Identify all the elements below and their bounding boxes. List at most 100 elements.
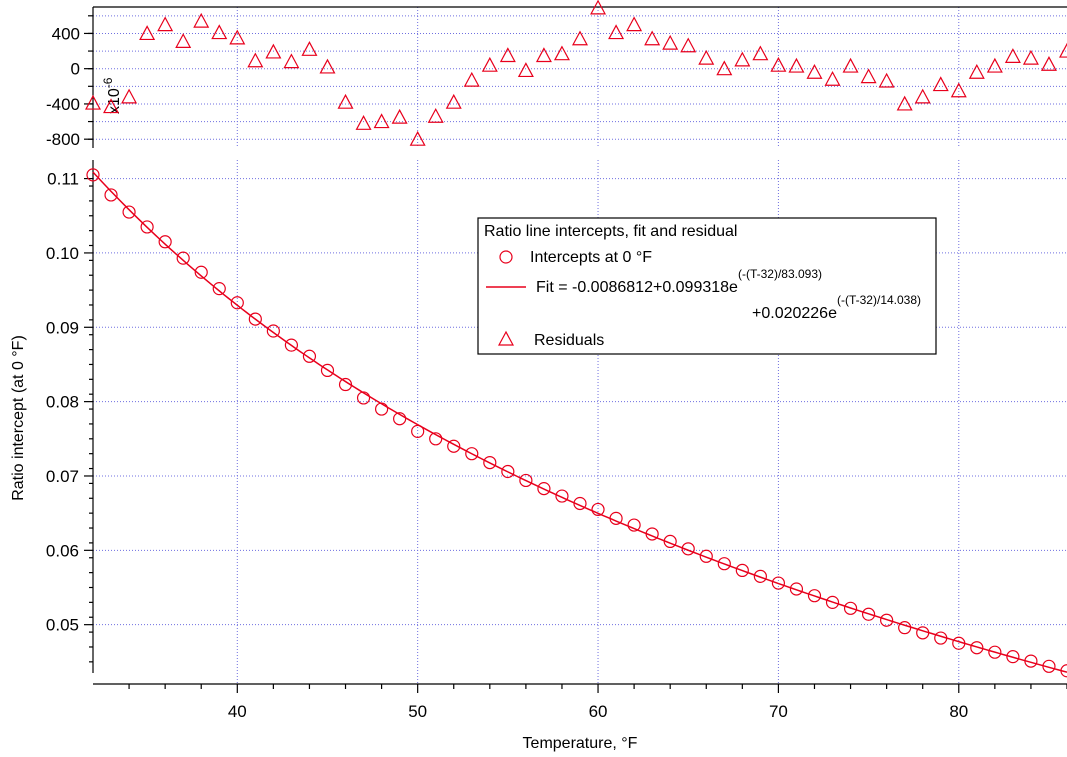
residual-y-ticks: 400 0 -400 -800 xyxy=(46,15,93,149)
intercept-point xyxy=(807,589,822,603)
residual-point xyxy=(608,24,625,40)
main-y-tick-label: 0.11 xyxy=(47,170,79,189)
residual-point xyxy=(698,49,715,65)
intercept-point xyxy=(374,402,389,416)
residual-panel: 400 0 -400 -800 x10-6 xyxy=(46,0,1067,149)
intercept-point xyxy=(140,220,154,234)
intercept-point xyxy=(537,482,551,496)
intercept-point xyxy=(1006,650,1020,664)
residual-point xyxy=(914,88,931,104)
residual-point xyxy=(193,12,210,28)
intercept-point xyxy=(681,542,695,556)
legend-intercepts-label: Intercepts at 0 °F xyxy=(530,249,652,266)
intercept-point xyxy=(609,511,623,525)
main-x-tick-label: 60 xyxy=(589,702,608,721)
intercept-point xyxy=(1060,664,1067,678)
residual-point xyxy=(662,34,679,50)
residual-point xyxy=(716,60,733,76)
residual-point xyxy=(860,68,877,84)
intercept-point xyxy=(104,188,118,202)
x-axis-title: Temperature, °F xyxy=(523,735,638,752)
legend-fit-exponent1: (-(T-32)/83.093) xyxy=(738,267,822,281)
intercept-point xyxy=(501,464,515,479)
main-x-tick-label: 70 xyxy=(769,702,788,721)
intercept-point xyxy=(230,296,244,310)
intercept-point xyxy=(753,569,767,583)
residual-point xyxy=(878,72,895,88)
residual-point xyxy=(175,33,192,48)
intercept-point xyxy=(447,439,461,453)
residual-points xyxy=(84,0,1067,146)
residual-point xyxy=(84,94,102,110)
residual-point xyxy=(157,16,174,32)
intercept-point xyxy=(356,391,371,405)
intercept-point xyxy=(158,235,172,249)
main-x-ticks: 40 50 60 70 80 xyxy=(128,684,1067,721)
intercept-point xyxy=(898,621,912,635)
residual-point xyxy=(824,70,841,86)
intercept-point xyxy=(266,324,280,338)
residual-point xyxy=(319,58,336,74)
residual-point xyxy=(752,45,769,61)
residual-point xyxy=(265,43,282,59)
residual-point xyxy=(896,95,913,111)
intercept-point xyxy=(916,626,930,640)
legend-residuals-label: Residuals xyxy=(534,332,604,349)
intercept-point xyxy=(86,168,100,182)
intercept-point xyxy=(627,518,641,532)
intercept-point xyxy=(934,631,948,645)
residual-point xyxy=(517,62,534,78)
residual-point xyxy=(806,63,823,79)
intercept-point xyxy=(411,424,425,438)
residual-point xyxy=(139,25,156,41)
residual-point xyxy=(770,56,787,72)
intercept-point xyxy=(393,412,407,426)
residual-point xyxy=(427,108,444,123)
intercept-point xyxy=(212,282,226,296)
intercept-point xyxy=(771,576,786,590)
residual-point xyxy=(229,29,246,45)
intercept-point xyxy=(465,447,479,461)
intercept-point xyxy=(717,557,731,571)
intercept-point xyxy=(519,473,533,488)
residual-point xyxy=(301,41,318,56)
residual-gridlines xyxy=(93,7,1067,148)
intercept-point xyxy=(663,534,677,549)
main-x-tick-label: 50 xyxy=(408,702,427,721)
legend-box xyxy=(477,217,937,355)
intercept-point xyxy=(825,595,840,609)
intercept-point xyxy=(988,645,1002,659)
residual-point xyxy=(932,76,949,92)
intercept-point xyxy=(735,563,749,578)
residual-point xyxy=(481,56,498,72)
intercept-point xyxy=(1042,659,1056,673)
intercept-point xyxy=(122,205,136,219)
intercept-point xyxy=(880,613,894,627)
main-y-tick-label: 0.10 xyxy=(46,244,79,263)
main-y-tick-label: 0.06 xyxy=(46,541,79,560)
residual-point xyxy=(1004,48,1021,63)
intercept-point xyxy=(429,432,443,446)
main-y-tick-label: 0.07 xyxy=(46,467,79,486)
residual-point xyxy=(355,115,372,130)
residual-multiplier-label: x10-6 xyxy=(101,77,123,114)
residual-point xyxy=(337,93,354,109)
residual-point xyxy=(1040,56,1057,71)
intercept-point xyxy=(302,349,317,363)
intercept-point xyxy=(591,502,605,517)
legend-fit-formula-part1: Fit = -0.0086812+0.099318e xyxy=(536,279,738,296)
residual-point xyxy=(409,130,426,146)
residual-point xyxy=(211,24,228,40)
residual-multiplier-base: x10 xyxy=(106,88,123,114)
legend-fit-label-line1: Fit = -0.0086812+0.099318e(-(T-32)/83.09… xyxy=(536,267,822,296)
main-y-tick-label: 0.05 xyxy=(46,616,79,635)
residual-point xyxy=(535,47,552,63)
residual-multiplier-exponent: -6 xyxy=(101,77,115,88)
legend-triangle-marker xyxy=(497,330,515,346)
intercept-point xyxy=(573,496,587,511)
main-y-ticks: 0.11 0.10 0.09 0.08 0.07 0.06 0.05 xyxy=(46,170,93,663)
residual-point xyxy=(247,52,264,68)
residual-point xyxy=(986,57,1003,73)
residual-y-tick-label: 0 xyxy=(71,60,80,79)
intercept-point xyxy=(194,265,208,279)
